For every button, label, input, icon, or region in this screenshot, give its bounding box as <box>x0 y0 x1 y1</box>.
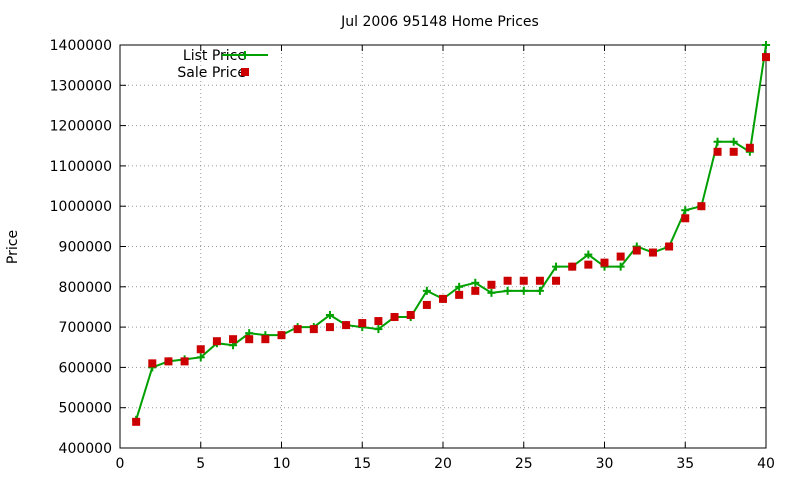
x-tick-label: 20 <box>434 456 452 472</box>
list-price-point <box>503 286 512 295</box>
legend-marker-list-price <box>241 51 249 59</box>
sale-price-point <box>342 321 351 330</box>
sale-price-point <box>132 417 141 426</box>
x-tick-label: 40 <box>757 456 775 472</box>
sale-price-point <box>471 286 480 295</box>
series-list-price <box>132 41 770 424</box>
list-price-point <box>374 325 383 334</box>
legend-label-sale-price: Sale Price <box>177 65 246 81</box>
sale-price-point <box>616 252 625 261</box>
y-tick-label: 700000 <box>59 320 112 336</box>
sale-price-point <box>535 276 544 285</box>
sale-price-point <box>374 317 383 326</box>
list-price-point <box>713 137 722 146</box>
axis-ticks: 0 5 10 15 20 25 30 35 40 400000 500000 600000 700000… <box>50 38 775 472</box>
list-price-point <box>325 311 334 320</box>
sale-price-point <box>422 300 431 309</box>
sale-price-point <box>648 248 657 257</box>
list-price-point <box>616 262 625 271</box>
sale-price-point <box>745 143 754 152</box>
y-tick-label: 1100000 <box>50 159 112 175</box>
list-price-point <box>729 137 738 146</box>
sale-price-point <box>487 280 496 289</box>
list-price-point <box>762 41 770 49</box>
sale-price-point <box>697 202 706 211</box>
y-tick-label: 500000 <box>59 401 112 417</box>
sale-price-point <box>245 335 254 344</box>
y-tick-label: 1300000 <box>50 78 112 94</box>
list-price-point <box>196 353 205 362</box>
sale-price-point <box>164 357 173 366</box>
x-tick-label: 0 <box>116 456 125 472</box>
sale-price-point <box>762 53 770 62</box>
sale-price-point <box>358 319 367 328</box>
x-tick-label: 15 <box>353 456 371 472</box>
series-layer <box>132 41 770 426</box>
sale-price-point <box>729 147 738 156</box>
y-tick-label: 1400000 <box>50 38 112 54</box>
sale-price-point <box>180 357 189 366</box>
list-price-point <box>535 286 544 295</box>
y-tick-label: 1200000 <box>50 119 112 135</box>
sale-price-point <box>519 276 528 285</box>
sale-price-point <box>503 276 512 285</box>
sale-price-point <box>390 313 399 322</box>
y-tick-label: 1000000 <box>50 199 112 215</box>
sale-price-point <box>665 242 674 251</box>
sale-price-point <box>439 294 447 303</box>
sale-price-point <box>293 325 302 334</box>
y-tick-label: 400000 <box>59 441 112 457</box>
y-tick-label: 800000 <box>59 280 112 296</box>
sale-price-point <box>584 260 593 269</box>
list-price-point <box>519 286 528 295</box>
list-price-point <box>584 250 593 259</box>
series-sale-price <box>132 53 770 426</box>
sale-price-point <box>455 290 464 299</box>
sale-price-point <box>406 311 415 320</box>
sale-price-point <box>632 246 641 255</box>
x-tick-label: 30 <box>596 456 614 472</box>
list-price-point <box>471 278 480 287</box>
sale-price-point <box>229 335 238 344</box>
sale-price-point <box>212 337 221 346</box>
x-tick-label: 25 <box>515 456 533 472</box>
sale-price-point <box>196 345 205 354</box>
sale-price-point <box>552 276 561 285</box>
sale-price-point <box>261 335 270 344</box>
x-tick-label: 10 <box>273 456 291 472</box>
y-axis-label: Price <box>5 230 21 264</box>
chart-title: Jul 2006 95148 Home Prices <box>340 14 539 30</box>
x-tick-label: 35 <box>676 456 694 472</box>
list-price-point <box>552 262 561 271</box>
sale-price-point <box>568 262 577 271</box>
list-price-point <box>681 206 690 215</box>
sale-price-point <box>713 147 722 156</box>
legend-marker-sale-price <box>241 68 249 76</box>
sale-price-point <box>600 258 609 267</box>
sale-price-point <box>148 359 157 368</box>
y-tick-label: 900000 <box>59 240 112 256</box>
sale-price-point <box>325 323 334 332</box>
y-tick-label: 600000 <box>59 360 112 376</box>
x-tick-label: 5 <box>196 456 205 472</box>
list-price-point <box>422 286 431 295</box>
sale-price-point <box>681 214 690 223</box>
list-price-point <box>455 282 464 291</box>
legend-label-list-price: List Price <box>183 48 246 64</box>
list-price-point <box>487 288 496 297</box>
list-price-line <box>135 44 767 421</box>
sale-price-point <box>309 325 318 334</box>
sale-price-point <box>277 331 286 340</box>
